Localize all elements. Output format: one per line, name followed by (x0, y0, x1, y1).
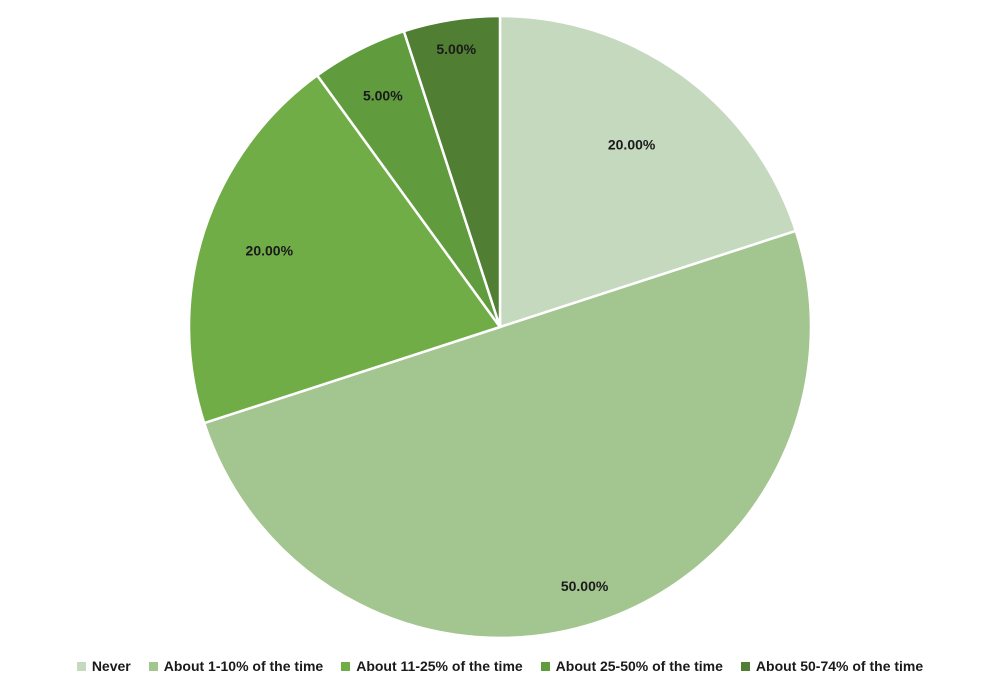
legend-label: About 11-25% of the time (356, 658, 523, 674)
pie-slice-2 (202, 229, 813, 640)
legend-swatch (76, 661, 86, 671)
data-label-1: 20.00% (608, 137, 656, 153)
legend-item-2: About 1-10% of the time (148, 658, 324, 674)
data-label-2: 50.00% (561, 578, 609, 594)
data-label-4: 5.00% (363, 88, 403, 104)
legend-swatch (148, 661, 158, 671)
legend: Never About 1-10% of the time About 11-25%… (0, 658, 1000, 674)
legend-swatch (540, 661, 550, 671)
pie-slice-3 (187, 73, 503, 425)
legend-item-5: About 50-74% of the time (740, 658, 924, 674)
legend-label: About 1-10% of the time (163, 658, 324, 674)
legend-item-1: Never (76, 658, 131, 674)
legend-item-3: About 11-25% of the time (341, 658, 523, 674)
legend-swatch (740, 661, 750, 671)
legend-label: About 50-74% of the time (755, 658, 924, 674)
pie-slice-5 (402, 14, 502, 328)
data-label-3: 20.00% (246, 243, 294, 259)
legend-item-4: About 25-50% of the time (540, 658, 723, 674)
legend-label: About 25-50% of the time (555, 658, 723, 674)
pie-slices (187, 14, 813, 640)
legend-label: Never (91, 658, 131, 674)
pie-slice-1 (498, 14, 798, 329)
data-label-5: 5.00% (436, 41, 476, 57)
legend-swatch (341, 661, 351, 671)
pie-data-labels: 20.00% 50.00% 20.00% 5.00% 5.00% (246, 41, 656, 594)
